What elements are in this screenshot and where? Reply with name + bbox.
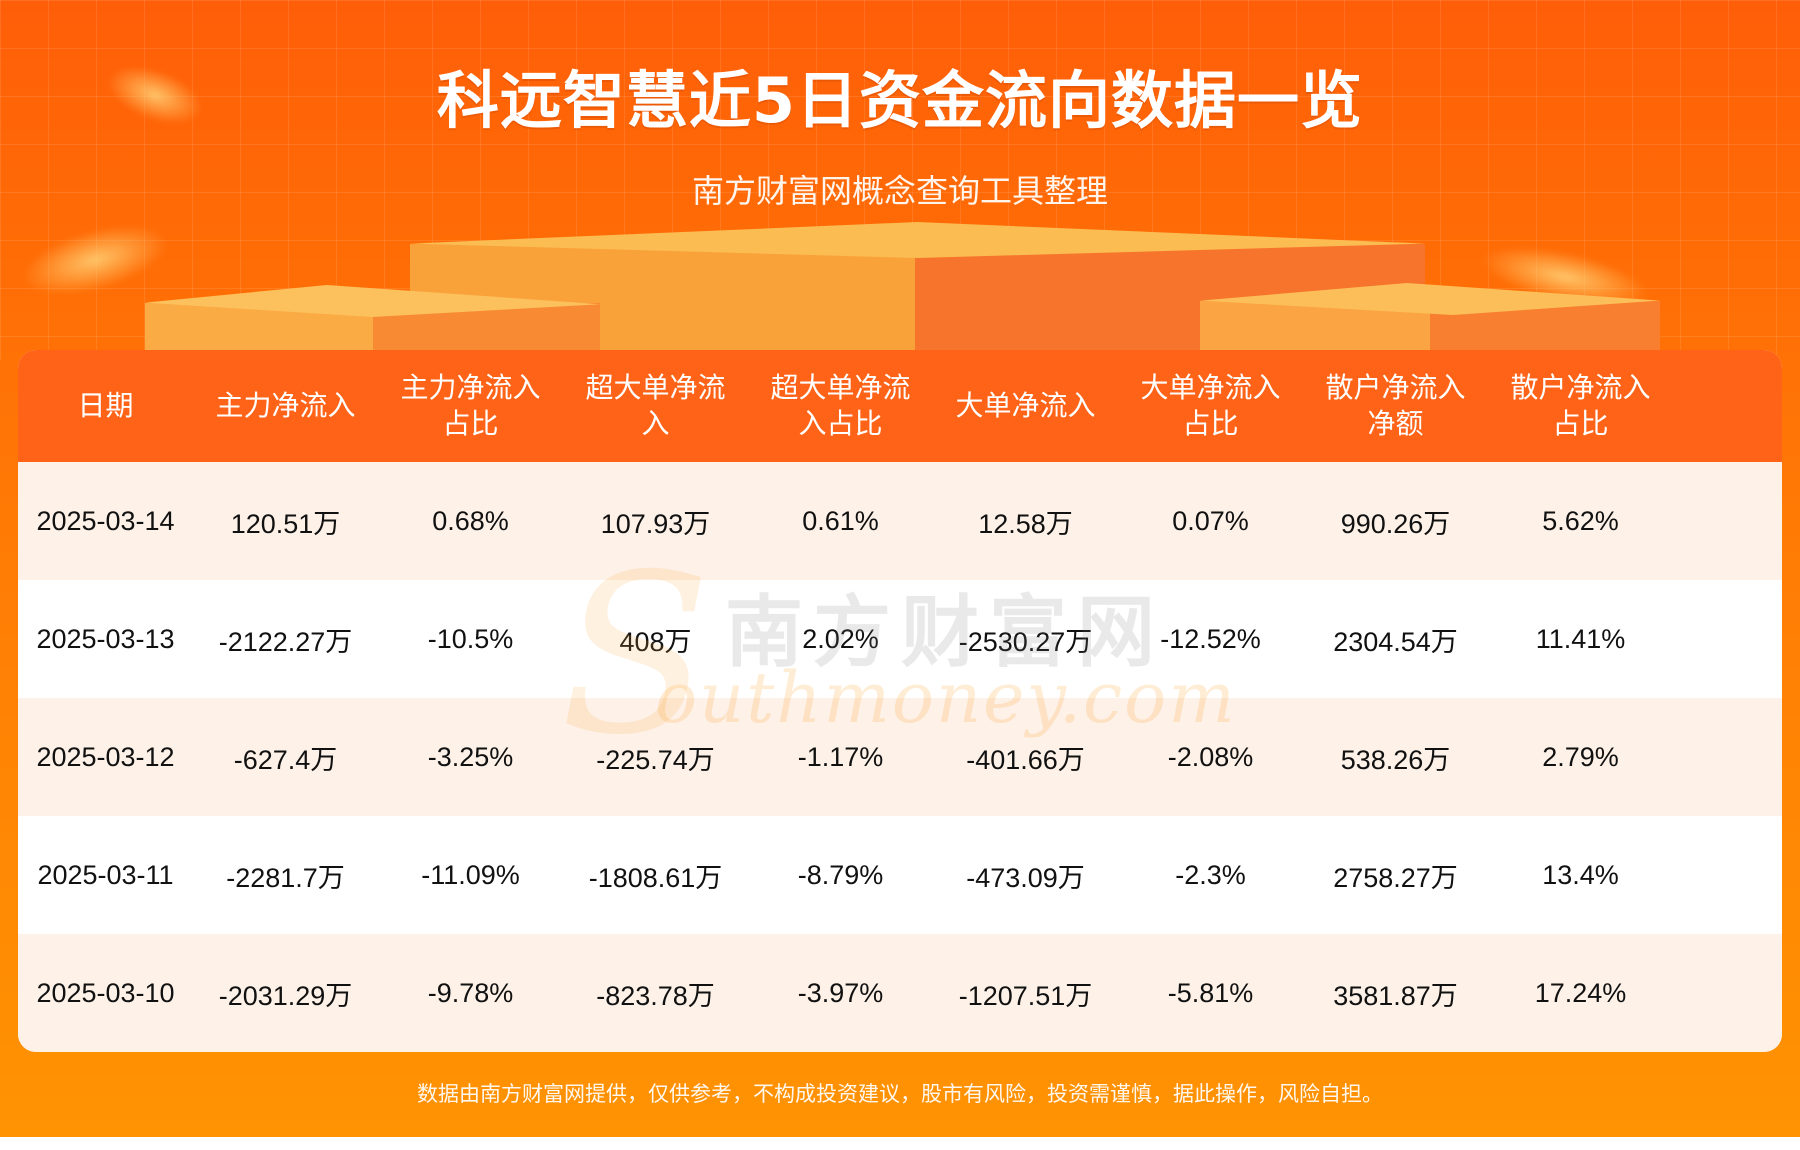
cell-xl-ratio: -8.79% [797, 859, 884, 890]
cell-date: 2025-03-11 [37, 859, 174, 890]
cell-large-ratio: -5.81% [1167, 977, 1254, 1008]
cell-main-ratio: -11.09% [421, 859, 520, 890]
cell-retail-ratio: 5.62% [1542, 505, 1619, 536]
cell-main-inflow: -2281.7万 [226, 862, 345, 893]
cell-main-ratio: -10.5% [427, 623, 514, 654]
cell-large-inflow: -2530.27万 [958, 626, 1093, 657]
column-header-xl-inflow: 超大单净流 入 [585, 371, 726, 440]
cell-xl-inflow: 408万 [619, 626, 692, 657]
cell-large-inflow: 12.58万 [978, 508, 1073, 539]
table-row: 2025-03-12 -627.4万 -3.25% -225.74万 -1.17… [18, 698, 1782, 816]
cell-large-ratio: -12.52% [1160, 623, 1261, 654]
cell-retail-ratio: 2.79% [1542, 741, 1619, 772]
cell-date: 2025-03-14 [36, 505, 175, 536]
cell-main-inflow: 120.51万 [230, 508, 341, 539]
cell-date: 2025-03-12 [36, 741, 175, 772]
column-header-main-ratio: 主力净流入 占比 [400, 371, 541, 440]
cell-xl-inflow: 107.93万 [600, 508, 711, 539]
column-header-large-inflow: 大单净流入 [955, 389, 1096, 422]
column-header-main-inflow: 主力净流入 [215, 389, 356, 422]
cell-date: 2025-03-10 [36, 977, 175, 1008]
cell-xl-ratio: -1.17% [797, 741, 884, 772]
cell-main-ratio: 0.68% [432, 505, 509, 536]
table-row: 2025-03-14 120.51万 0.68% 107.93万 0.61% 1… [18, 462, 1782, 580]
cell-large-inflow: -1207.51万 [958, 980, 1093, 1011]
cell-large-ratio: -2.3% [1175, 859, 1246, 890]
cell-main-inflow: -627.4万 [233, 744, 338, 775]
cell-xl-inflow: -823.78万 [596, 980, 715, 1011]
cell-retail-ratio: 11.41% [1535, 623, 1626, 654]
cell-main-ratio: -9.78% [427, 977, 514, 1008]
cell-large-ratio: -2.08% [1167, 741, 1254, 772]
cell-date: 2025-03-13 [36, 623, 175, 654]
cell-large-inflow: -473.09万 [966, 862, 1085, 893]
cell-retail-net: 2304.54万 [1333, 626, 1458, 657]
cell-retail-net: 990.26万 [1340, 508, 1451, 539]
cell-large-inflow: -401.66万 [966, 744, 1085, 775]
column-header-retail-ratio: 散户净流入 占比 [1510, 371, 1651, 440]
cell-xl-ratio: -3.97% [797, 977, 884, 1008]
table-row: 2025-03-10 -2031.29万 -9.78% -823.78万 -3.… [18, 934, 1782, 1052]
cell-main-inflow: -2122.27万 [218, 626, 353, 657]
cell-retail-ratio: 13.4% [1542, 859, 1619, 890]
cell-retail-net: 538.26万 [1340, 744, 1451, 775]
cell-xl-ratio: 0.61% [802, 505, 879, 536]
table-body: 2025-03-14 120.51万 0.68% 107.93万 0.61% 1… [18, 462, 1782, 1052]
cell-large-ratio: 0.07% [1172, 505, 1249, 536]
page-title: 科远智慧近5日资金流向数据一览 [436, 64, 1364, 137]
table-row: 2025-03-11 -2281.7万 -11.09% -1808.61万 -8… [18, 816, 1782, 934]
column-header-large-ratio: 大单净流入 占比 [1140, 371, 1281, 440]
page-subtitle: 南方财富网概念查询工具整理 [691, 172, 1108, 210]
cell-retail-net: 2758.27万 [1333, 862, 1458, 893]
table-header: 日期 主力净流入 主力净流入 占比 超大单净流 入 超大单净流 入占比 大单净流… [18, 350, 1782, 462]
cell-retail-ratio: 17.24% [1534, 977, 1627, 1008]
column-header-retail-net: 散户净流入 净额 [1325, 371, 1466, 440]
column-header-date: 日期 [77, 389, 134, 422]
table-row: 2025-03-13 -2122.27万 -10.5% 408万 2.02% -… [18, 580, 1782, 698]
footer-disclaimer: 数据由南方财富网提供，仅供参考，不构成投资建议，股市有风险，投资需谨慎，据此操作… [417, 1082, 1383, 1106]
cell-main-inflow: -2031.29万 [218, 980, 353, 1011]
column-header-xl-ratio: 超大单净流 入占比 [770, 371, 911, 440]
cell-xl-inflow: -1808.61万 [588, 862, 723, 893]
cell-xl-ratio: 2.02% [802, 623, 879, 654]
fund-flow-table: 日期 主力净流入 主力净流入 占比 超大单净流 入 超大单净流 入占比 大单净流… [18, 350, 1782, 1052]
cell-xl-inflow: -225.74万 [596, 744, 715, 775]
cell-main-ratio: -3.25% [427, 741, 514, 772]
cell-retail-net: 3581.87万 [1333, 980, 1458, 1011]
